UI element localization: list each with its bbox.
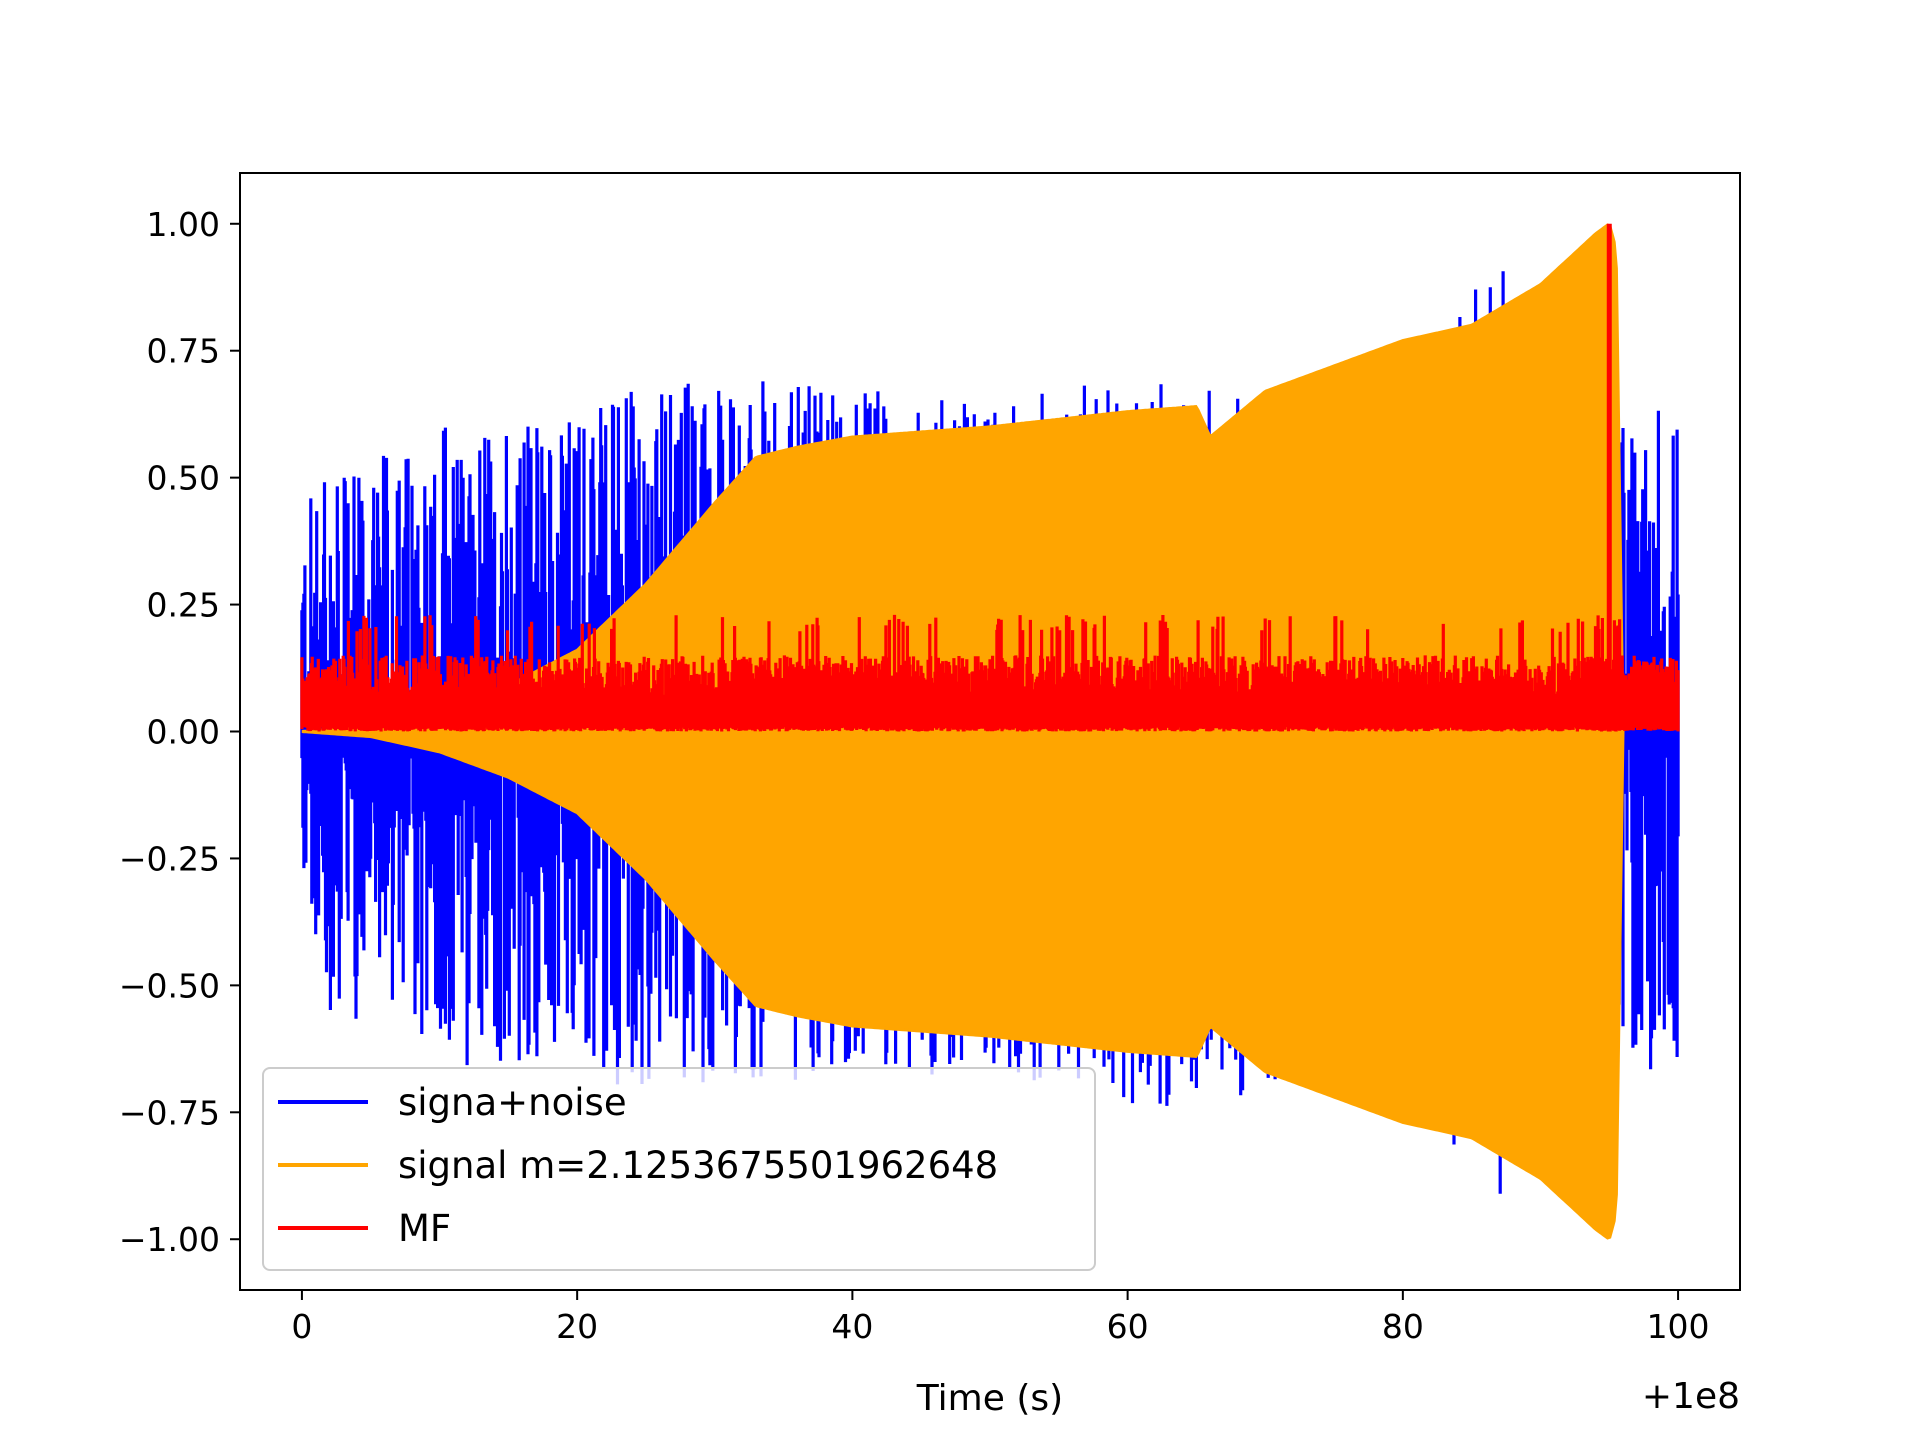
y-tick-label: −0.75 [119,1093,220,1132]
legend: signa+noise signal m=2.1253675501962648 … [262,1067,1096,1271]
legend-label-signa-noise: signa+noise [398,1081,627,1124]
x-tick-label: 60 [1107,1307,1149,1346]
x-offset-label: +1e8 [1642,1376,1740,1417]
y-tick-label: 0.25 [147,586,220,625]
y-tick-label: 1.00 [147,205,220,244]
x-tick-label: 0 [291,1307,312,1346]
legend-box [262,1067,1096,1271]
x-tick-label: 20 [556,1307,598,1346]
legend-label-mf: MF [398,1207,451,1250]
y-tick-label: 0.50 [147,459,220,498]
series-mf-line [300,614,1680,732]
y-tick-label: −1.00 [119,1220,220,1259]
y-tick-label: 0.00 [147,713,220,752]
x-axis-label: Time (s) [916,1378,1063,1419]
plot-area [300,223,1680,1240]
y-axis: −1.00 −0.75 −0.50 −0.25 0.00 0.25 0.50 0.75 1.00 [119,205,240,1259]
x-axis: 0 20 40 60 80 100 [291,1290,1710,1346]
y-tick-label: −0.50 [119,966,220,1005]
y-tick-label: −0.25 [119,839,220,878]
legend-label-signal: signal m=2.1253675501962648 [398,1144,998,1187]
series-mf [300,223,1680,732]
x-tick-label: 80 [1382,1307,1424,1346]
x-tick-label: 100 [1647,1307,1710,1346]
x-tick-label: 40 [831,1307,873,1346]
y-tick-label: 0.75 [147,332,220,371]
